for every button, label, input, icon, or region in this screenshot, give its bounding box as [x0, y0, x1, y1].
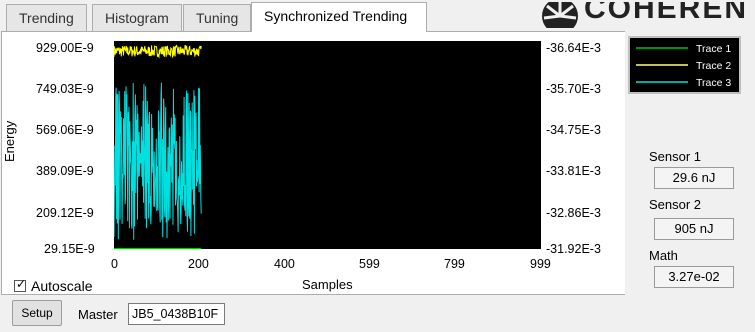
math-value: 3.27e-02: [654, 266, 734, 288]
tab-synchronized-trending[interactable]: Synchronized Trending: [251, 2, 427, 32]
master-label: Master: [78, 307, 118, 322]
checkbox-checked-icon[interactable]: [14, 277, 26, 292]
x-tick: 400: [274, 257, 295, 271]
setup-button[interactable]: Setup: [12, 300, 62, 326]
x-tick: 200: [188, 257, 209, 271]
y-tick-left: 929.00E-9: [36, 41, 94, 55]
trend-plot: [113, 44, 202, 250]
plot-area[interactable]: [113, 41, 541, 250]
y-tick-left: 209.12E-9: [36, 206, 94, 220]
y-tick-right: -36.64E-3: [546, 41, 601, 55]
y-tick-right: -32.86E-3: [546, 206, 601, 220]
y-tick-right: -35.70E-3: [546, 82, 601, 96]
y-tick-left: 29.15E-9: [44, 242, 95, 256]
autoscale-checkbox[interactable]: Autoscale: [14, 277, 93, 294]
x-tick: 599: [359, 257, 380, 271]
tab-tuning[interactable]: Tuning: [183, 4, 252, 32]
x-axis-label: Samples: [302, 277, 353, 292]
plot-legend: Trace 1 Trace 2 Trace 3: [628, 36, 741, 94]
series-line-trace-2: [113, 44, 202, 59]
sensor-1-label: Sensor 1: [649, 149, 702, 164]
brand-wordmark: COHERENT.: [584, 2, 755, 25]
sensor-1-value: 29.6 nJ: [654, 167, 734, 189]
y-tick-left: 749.03E-9: [36, 82, 94, 96]
x-tick: 999: [530, 257, 551, 271]
y-tick-left: 569.06E-9: [36, 123, 94, 137]
legend-entry-trace-1: Trace 1: [696, 43, 731, 55]
tab-trending[interactable]: Trending: [6, 4, 87, 32]
y-tick-right: -34.75E-3: [546, 123, 601, 137]
math-label: Math: [649, 248, 678, 263]
sensor-2-value: 905 nJ: [654, 218, 734, 240]
y-tick-right: -31.92E-3: [546, 242, 601, 256]
y-axis-label: Energy: [2, 120, 17, 162]
y-tick-left: 389.09E-9: [36, 164, 94, 178]
series-line-trace-3: [113, 82, 202, 240]
sensor-2-label: Sensor 2: [649, 197, 702, 212]
tab-histogram[interactable]: Histogram: [92, 4, 182, 32]
coherent-logo-icon: [542, 2, 578, 28]
x-tick: 799: [444, 257, 465, 271]
legend-entry-trace-3: Trace 3: [696, 77, 731, 89]
brand-logo: COHERENT.: [540, 2, 755, 28]
legend-entry-trace-2: Trace 2: [696, 60, 731, 72]
y-tick-right: -33.81E-3: [546, 164, 601, 178]
autoscale-label: Autoscale: [31, 278, 93, 294]
master-serial-field[interactable]: JB5_0438B10F: [128, 303, 225, 325]
x-tick: 0: [111, 257, 118, 271]
